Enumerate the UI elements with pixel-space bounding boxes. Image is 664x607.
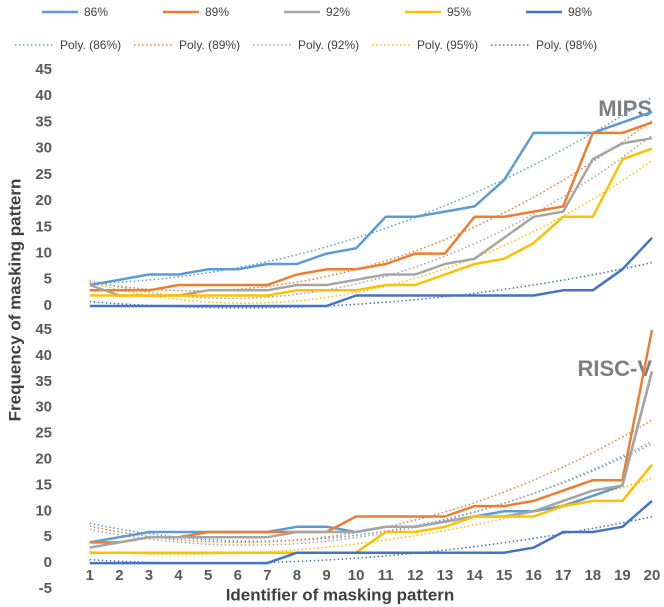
legend-label: Poly. (95%): [417, 38, 478, 52]
y-tick-label: 45: [35, 61, 52, 78]
x-tick-label: 9: [322, 567, 330, 584]
x-tick-label: 12: [407, 567, 424, 584]
y-tick-label: 10: [35, 245, 52, 262]
y-tick-label: 25: [35, 166, 52, 183]
legend-label: 86%: [84, 5, 108, 19]
panel-title: RISC-V: [577, 356, 652, 381]
legend-label: 95%: [447, 5, 471, 19]
y-axis-label: Frequency of masking pattern: [5, 179, 24, 422]
series-line: [89, 236, 653, 308]
series-line: [89, 329, 654, 544]
y-tick-label: 30: [35, 399, 52, 416]
panel-title: MIPS: [598, 96, 652, 121]
x-tick-label: 11: [378, 567, 394, 584]
trendline: [89, 96, 653, 285]
y-tick-label: 30: [35, 140, 52, 157]
trendline: [89, 477, 653, 556]
x-tick-label: 15: [496, 567, 513, 584]
x-axis-label: Identifier of masking pattern: [226, 585, 455, 604]
y-tick-label: 5: [44, 271, 52, 288]
trendline: [89, 443, 653, 542]
y-tick-label: 25: [35, 425, 52, 442]
x-tick-label: 19: [614, 567, 631, 584]
x-tick-label: 5: [204, 567, 212, 584]
y-tick-label: 40: [35, 87, 52, 104]
trendline: [89, 160, 653, 305]
x-tick-label: 17: [555, 567, 572, 584]
x-tick-label: 16: [525, 567, 542, 584]
y-tick-label: 10: [35, 502, 52, 519]
y-tick-label: 0: [44, 554, 52, 571]
y-tick-label: 20: [35, 450, 52, 467]
x-tick-label: 7: [263, 567, 271, 584]
x-tick-label: 13: [437, 567, 454, 584]
trendline: [89, 440, 653, 546]
y-tick-label: 35: [35, 113, 52, 130]
x-tick-label: 4: [174, 567, 183, 584]
y-tick-label: -5: [39, 580, 52, 597]
x-tick-label: 6: [234, 567, 242, 584]
trendline: [89, 419, 653, 544]
series-line: [89, 499, 653, 565]
trendline: [89, 261, 653, 309]
series-line: [89, 110, 653, 287]
x-tick-label: 10: [348, 567, 365, 584]
y-tick-label: 45: [35, 321, 52, 338]
legend-label: Poly. (89%): [179, 38, 240, 52]
series-line: [89, 147, 653, 297]
trendline: [89, 134, 653, 300]
x-tick-label: 8: [293, 567, 301, 584]
x-tick-label: 14: [466, 567, 483, 584]
y-tick-label: 15: [35, 476, 52, 493]
series-line: [89, 371, 654, 549]
x-tick-label: 18: [584, 567, 601, 584]
legend-label: 98%: [568, 5, 592, 19]
series-line: [89, 121, 653, 292]
x-tick-label: 1: [86, 567, 94, 584]
legend-label: 89%: [205, 5, 229, 19]
x-tick-label: 2: [115, 567, 123, 584]
y-tick-label: 35: [35, 373, 52, 390]
legend-label: Poly. (92%): [298, 38, 359, 52]
y-tick-label: 0: [44, 297, 52, 314]
trendline: [89, 120, 653, 292]
y-tick-label: 20: [35, 192, 52, 209]
legend-label: Poly. (98%): [536, 38, 597, 52]
y-tick-label: 5: [44, 528, 52, 545]
x-tick-label: 3: [145, 567, 153, 584]
legend-label: Poly. (86%): [60, 38, 121, 52]
y-tick-label: 40: [35, 347, 52, 364]
series-line: [89, 463, 653, 554]
x-tick-label: 20: [644, 567, 661, 584]
y-tick-label: 15: [35, 218, 52, 235]
legend-label: 92%: [326, 5, 350, 19]
trendline: [89, 516, 653, 564]
